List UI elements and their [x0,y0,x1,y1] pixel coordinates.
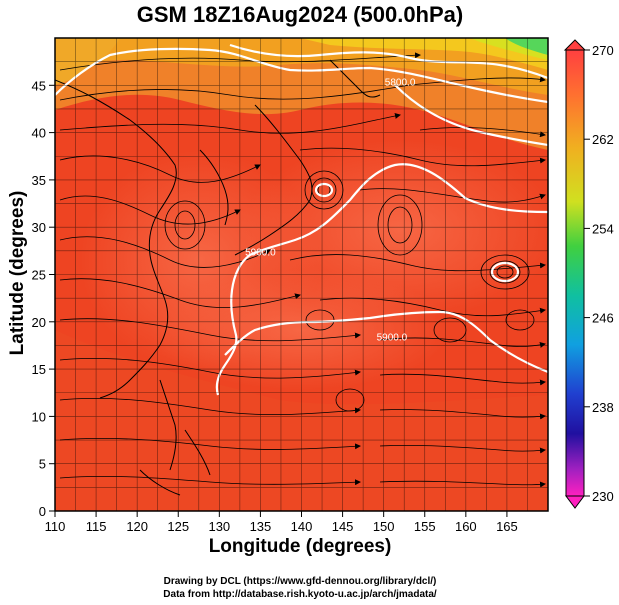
y-tick-label: 25 [32,268,46,283]
y-tick-label: 40 [32,126,46,141]
y-axis: 0 5 10 15 20 25 30 35 40 45 [32,78,55,519]
contour-5900-south [224,310,548,374]
x-tick-label: 150 [373,519,395,534]
x-tick-label: 155 [414,519,436,534]
x-tick-label: 160 [455,519,477,534]
y-tick-label: 0 [39,504,46,519]
x-tick-label: 110 [45,519,66,534]
x-tick-label: 115 [86,519,107,534]
contour-closed-low [314,182,334,198]
y-tick-label: 45 [32,78,46,93]
x-tick-label: 130 [208,519,230,534]
contour-5840 [394,84,548,147]
y-tick-label: 15 [32,362,46,377]
x-axis: 110 115 120 125 130 135 140 145 150 155 160 165 [45,511,518,534]
y-tick-label: 20 [32,315,46,330]
contour-label: 5900.0 [245,248,276,259]
x-tick-label: 140 [291,519,313,534]
contour-closed-high [490,261,520,283]
colorbar-tick-label: 254 [592,221,614,236]
grid-lines [55,38,548,511]
x-tick-label: 125 [167,519,189,534]
credit-drawing: Drawing by DCL (https://www.gfd-dennou.o… [163,576,437,587]
colorbar-scale [565,49,585,497]
height-contours [55,43,548,396]
colorbar: 270 262 254 246 238 230 [563,39,614,509]
x-tick-label: 145 [332,519,354,534]
x-tick-label: 120 [126,519,148,534]
contour-label: 5800.0 [385,77,416,88]
colorbar-top-arrow [563,39,587,51]
contour-labels: 5800.0 5900.0 5900.0 [245,77,416,343]
y-tick-label: 30 [32,220,46,235]
y-tick-label: 10 [32,409,46,424]
contour-label: 5900.0 [377,333,408,344]
y-tick-label: 5 [39,457,46,472]
y-axis-label: Latitude (degrees) [7,190,28,356]
contour-5860 [229,43,548,80]
colorbar-tick-label: 230 [592,489,614,504]
y-tick-label: 35 [32,173,46,188]
x-tick-label: 165 [496,519,518,534]
colorbar-tick-label: 262 [592,132,614,147]
x-axis-label: Longitude (degrees) [208,536,392,557]
x-tick-label: 135 [250,519,272,534]
credit-data: Data from http://database.rish.kyoto-u.a… [163,589,437,600]
chart-title: GSM 18Z16Aug2024 (500.0hPa) [136,2,464,27]
colorbar-tick-label: 270 [592,43,614,58]
colorbar-tick-label: 246 [592,311,614,326]
colorbar-tick-label: 238 [592,400,614,415]
contour-5900-north [215,163,548,396]
colorbar-bottom-arrow [565,495,585,509]
